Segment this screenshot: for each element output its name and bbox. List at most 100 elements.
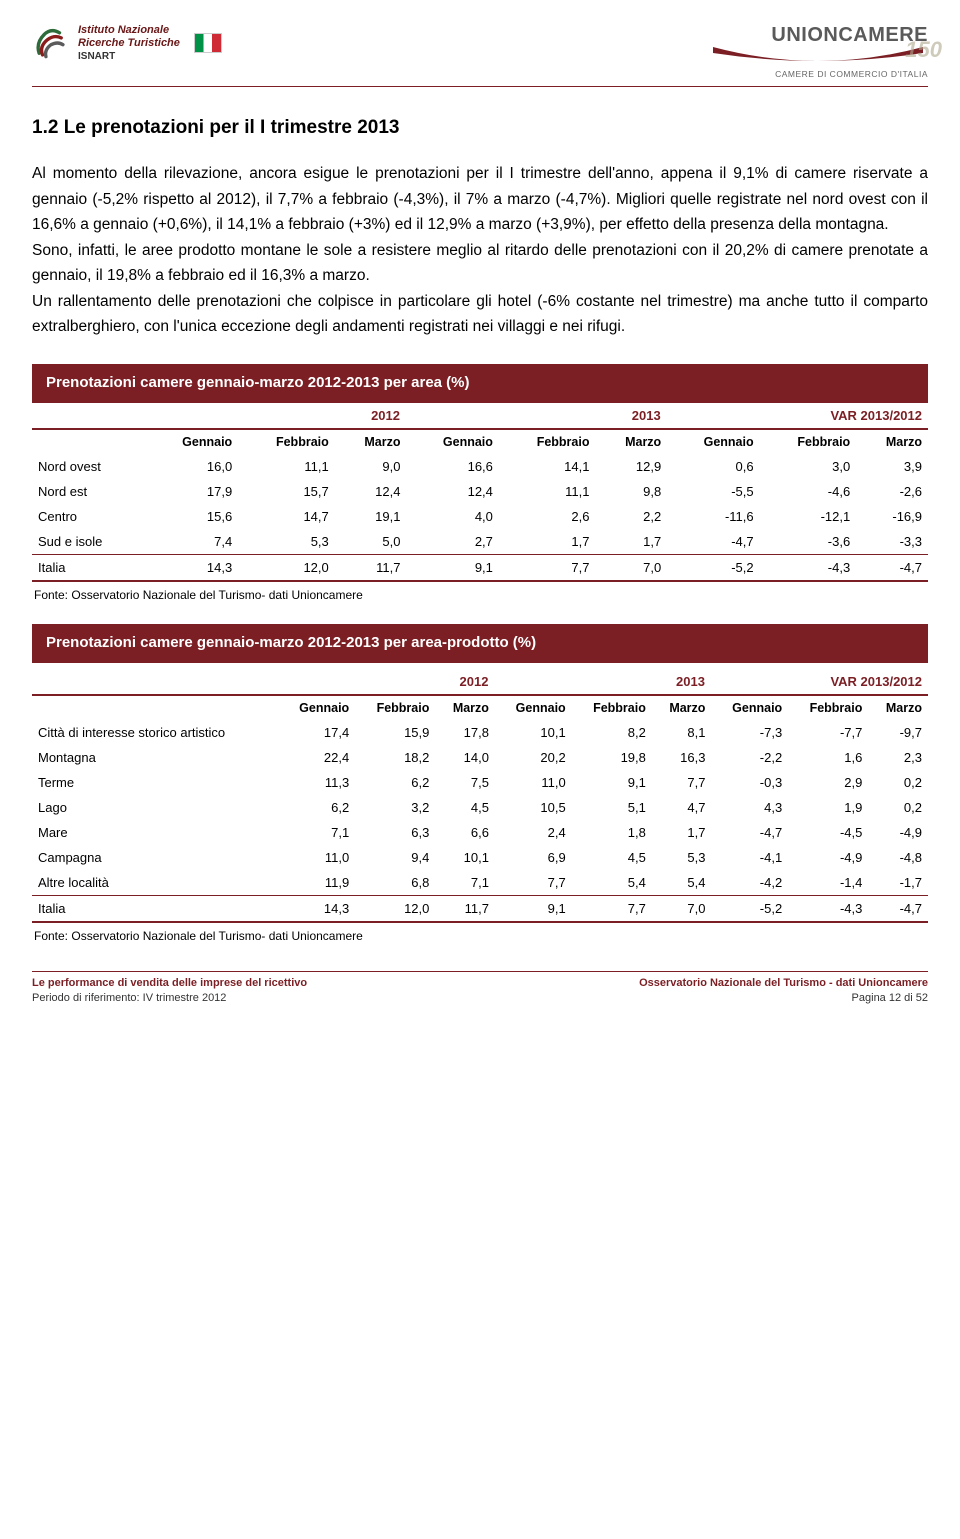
- cell: 5,1: [572, 795, 652, 820]
- section-title: 1.2 Le prenotazioni per il I trimestre 2…: [32, 117, 928, 139]
- cell: -5,2: [667, 554, 759, 581]
- table1-group-2013: 2013: [406, 403, 667, 429]
- table-row: Altre località11,96,87,17,75,45,4-4,2-1,…: [32, 870, 928, 896]
- table-area-prodotto: Prenotazioni camere gennaio-marzo 2012-2…: [32, 624, 928, 943]
- table1-subhead-row: Gennaio Febbraio Marzo Gennaio Febbraio …: [32, 429, 928, 454]
- cell: 10,5: [495, 795, 572, 820]
- isnart-text: Istituto Nazionale Ricerche Turistiche I…: [78, 24, 180, 63]
- cell: 15,6: [146, 504, 238, 529]
- footer-left: Le performance di vendita delle imprese …: [32, 976, 307, 1007]
- row-label: Altre località: [32, 870, 278, 896]
- cell: 7,7: [495, 870, 572, 896]
- cell: 9,8: [595, 479, 667, 504]
- table1-group-row: 2012 2013 VAR 2013/2012: [32, 403, 928, 429]
- cell: 1,9: [788, 795, 868, 820]
- cell: 8,2: [572, 720, 652, 745]
- cell: 5,3: [238, 529, 335, 555]
- paragraph-1: Al momento della rilevazione, ancora esi…: [32, 161, 928, 238]
- col: Marzo: [335, 429, 407, 454]
- table-row: Terme11,36,27,511,09,17,7-0,32,90,2: [32, 770, 928, 795]
- cell: -2,2: [711, 745, 788, 770]
- cell: -4,1: [711, 845, 788, 870]
- cell: 17,4: [278, 720, 355, 745]
- col: Marzo: [435, 695, 495, 720]
- table2-subhead-row: Gennaio Febbraio Marzo Gennaio Febbraio …: [32, 695, 928, 720]
- footer-right-sub: Pagina 12 di 52: [639, 991, 928, 1006]
- cell: 2,2: [595, 504, 667, 529]
- cell: 5,3: [652, 845, 712, 870]
- table1-body: Nord ovest16,011,19,016,614,112,90,63,03…: [32, 454, 928, 581]
- cell: -1,7: [868, 870, 928, 896]
- isnart-label: ISNART: [78, 51, 180, 63]
- cell: 1,7: [595, 529, 667, 555]
- table1-title: Prenotazioni camere gennaio-marzo 2012-2…: [32, 364, 928, 403]
- col: Gennaio: [146, 429, 238, 454]
- row-label: Sud e isole: [32, 529, 146, 555]
- cell: 7,7: [499, 554, 596, 581]
- table1-group-var: VAR 2013/2012: [667, 403, 928, 429]
- table1-source: Fonte: Osservatorio Nazionale del Turism…: [34, 588, 928, 602]
- cell: 18,2: [355, 745, 435, 770]
- cell: 4,5: [435, 795, 495, 820]
- row-label: Nord ovest: [32, 454, 146, 479]
- cell: -4,7: [856, 554, 928, 581]
- cell: 2,3: [868, 745, 928, 770]
- isnart-logo-icon: [32, 24, 70, 62]
- cell: 17,9: [146, 479, 238, 504]
- cell: 9,1: [495, 895, 572, 922]
- table-row: Mare7,16,36,62,41,81,7-4,7-4,5-4,9: [32, 820, 928, 845]
- cell: -7,7: [788, 720, 868, 745]
- cell: 4,5: [572, 845, 652, 870]
- cell: 16,0: [146, 454, 238, 479]
- cell: 11,0: [495, 770, 572, 795]
- table-row: Campagna11,09,410,16,94,55,3-4,1-4,9-4,8: [32, 845, 928, 870]
- col: Febbraio: [572, 695, 652, 720]
- body-text: Al momento della rilevazione, ancora esi…: [32, 161, 928, 340]
- header-right: UNIONCAMERE 150 CAMERE DI COMMERCIO D'IT…: [708, 24, 928, 80]
- unioncamere-arc-icon: 150: [708, 45, 928, 67]
- cell: 11,7: [335, 554, 407, 581]
- cell: 6,8: [355, 870, 435, 896]
- col: Gennaio: [495, 695, 572, 720]
- row-label: Centro: [32, 504, 146, 529]
- cell: 2,6: [499, 504, 596, 529]
- cell: 19,1: [335, 504, 407, 529]
- table-row: Lago6,23,24,510,55,14,74,31,90,2: [32, 795, 928, 820]
- cell: -4,2: [711, 870, 788, 896]
- table2-source: Fonte: Osservatorio Nazionale del Turism…: [34, 929, 928, 943]
- cell: 19,8: [572, 745, 652, 770]
- cell: -4,9: [788, 845, 868, 870]
- row-label: Italia: [32, 554, 146, 581]
- cell: -0,3: [711, 770, 788, 795]
- cell: 2,9: [788, 770, 868, 795]
- table1: 2012 2013 VAR 2013/2012 Gennaio Febbraio…: [32, 403, 928, 582]
- cell: 9,1: [406, 554, 498, 581]
- row-label: Campagna: [32, 845, 278, 870]
- col: Febbraio: [760, 429, 857, 454]
- cell: 7,7: [652, 770, 712, 795]
- cell: 6,9: [495, 845, 572, 870]
- table2-group-var: VAR 2013/2012: [711, 669, 928, 695]
- unioncamere-block: UNIONCAMERE 150 CAMERE DI COMMERCIO D'IT…: [708, 24, 928, 79]
- unioncamere-sub: CAMERE DI COMMERCIO D'ITALIA: [708, 69, 928, 79]
- header-left: Istituto Nazionale Ricerche Turistiche I…: [32, 24, 222, 63]
- row-label: Città di interesse storico artistico: [32, 720, 278, 745]
- cell: -1,4: [788, 870, 868, 896]
- isnart-line2: Ricerche Turistiche: [78, 37, 180, 50]
- cell: 9,4: [355, 845, 435, 870]
- cell: 7,0: [595, 554, 667, 581]
- row-label: Lago: [32, 795, 278, 820]
- table2: 2012 2013 VAR 2013/2012 Gennaio Febbraio…: [32, 663, 928, 923]
- cell: 22,4: [278, 745, 355, 770]
- cell: 0,2: [868, 770, 928, 795]
- cell: 15,9: [355, 720, 435, 745]
- cell: -5,5: [667, 479, 759, 504]
- paragraph-2: Sono, infatti, le aree prodotto montane …: [32, 238, 928, 289]
- col: Marzo: [652, 695, 712, 720]
- cell: -16,9: [856, 504, 928, 529]
- cell: 11,1: [499, 479, 596, 504]
- cell: -4,7: [868, 895, 928, 922]
- cell: 1,6: [788, 745, 868, 770]
- table2-title: Prenotazioni camere gennaio-marzo 2012-2…: [32, 624, 928, 663]
- footer-left-sub: Periodo di riferimento: IV trimestre 201…: [32, 991, 307, 1006]
